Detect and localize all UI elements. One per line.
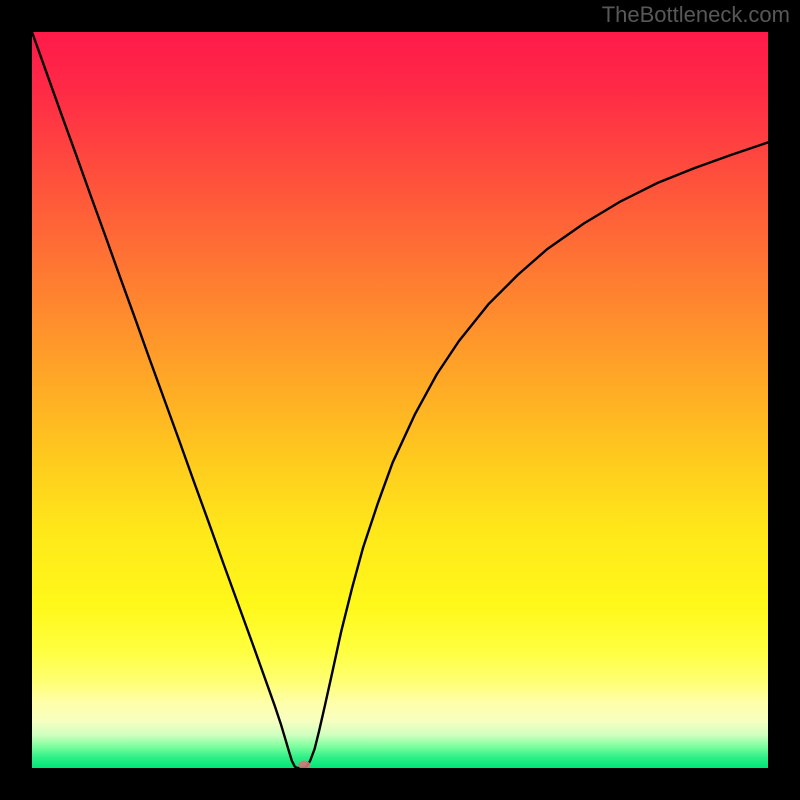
watermark-text: TheBottleneck.com xyxy=(602,2,790,28)
bottleneck-curve-chart xyxy=(0,0,800,800)
gradient-background xyxy=(32,32,768,768)
chart-frame: TheBottleneck.com xyxy=(0,0,800,800)
